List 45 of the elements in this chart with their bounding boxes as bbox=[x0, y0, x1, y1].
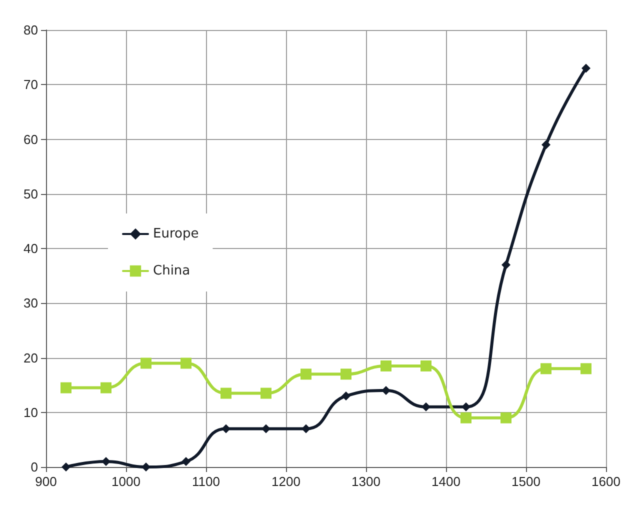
point bbox=[542, 140, 550, 150]
x-tick-label: 1400 bbox=[432, 474, 460, 489]
point bbox=[300, 368, 312, 380]
legend-label: Europe bbox=[153, 226, 199, 242]
point bbox=[500, 412, 512, 424]
x-tick-label: 1300 bbox=[352, 474, 380, 489]
x-tick-label: 1500 bbox=[512, 474, 540, 489]
point bbox=[182, 457, 190, 466]
x-tick-label: 1600 bbox=[592, 474, 620, 489]
point bbox=[60, 382, 72, 394]
point bbox=[502, 260, 510, 270]
point bbox=[102, 457, 110, 466]
point bbox=[342, 391, 350, 400]
point bbox=[580, 363, 592, 374]
point bbox=[260, 388, 272, 399]
x-tick-label: 900 bbox=[35, 474, 57, 489]
y-tick-label: 10 bbox=[24, 404, 38, 420]
point bbox=[462, 402, 470, 412]
x-tick-label: 1100 bbox=[192, 474, 220, 489]
y-tick-label: 80 bbox=[24, 22, 38, 38]
point bbox=[582, 64, 590, 73]
point bbox=[380, 360, 392, 372]
point bbox=[180, 358, 192, 369]
y-tick-label: 0 bbox=[30, 460, 38, 474]
y-tick-label: 30 bbox=[24, 296, 38, 311]
point bbox=[100, 382, 112, 394]
point bbox=[222, 424, 230, 434]
point bbox=[540, 363, 552, 374]
y-tick-label: 50 bbox=[24, 186, 38, 202]
point bbox=[422, 402, 430, 412]
y-tick-label: 60 bbox=[24, 132, 38, 147]
point bbox=[262, 424, 270, 434]
x-tick-label: 1000 bbox=[112, 474, 140, 489]
point bbox=[62, 462, 70, 472]
point bbox=[340, 368, 352, 380]
y-tick-label: 70 bbox=[24, 77, 38, 92]
legend-label: China bbox=[153, 264, 190, 278]
y-tick-label: 20 bbox=[24, 350, 38, 366]
y-tick-label: 40 bbox=[24, 241, 38, 256]
point bbox=[302, 424, 310, 434]
point bbox=[420, 360, 432, 372]
x-tick-label: 1200 bbox=[272, 474, 300, 489]
point bbox=[140, 358, 152, 369]
point bbox=[220, 388, 232, 399]
point bbox=[460, 412, 472, 424]
